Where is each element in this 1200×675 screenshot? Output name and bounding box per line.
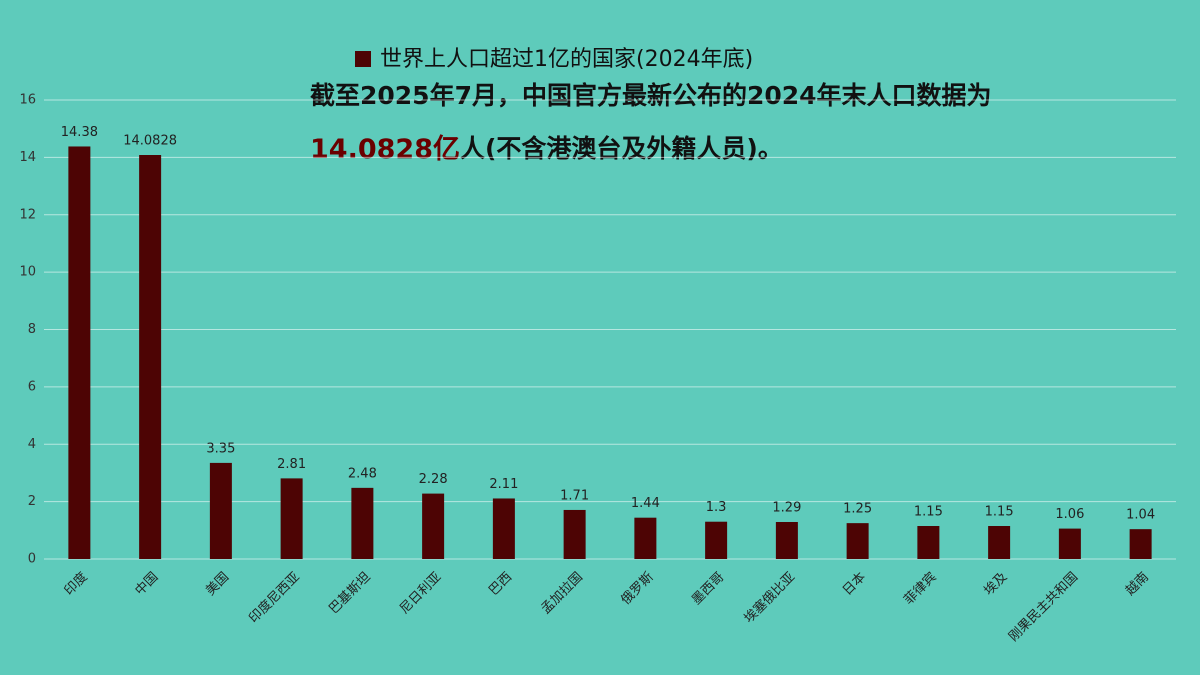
bar — [209, 462, 232, 559]
bar — [917, 526, 940, 559]
annotation: 截至2025年7月，中国官方最新公布的2024年末人口数据为 — [310, 81, 992, 110]
annotation: 人(不含港澳台及外籍人员)。 — [460, 134, 783, 163]
bar — [351, 487, 374, 559]
y-tick-label: 2 — [28, 494, 36, 509]
bar — [492, 498, 515, 559]
value-label: 2.81 — [277, 457, 306, 472]
value-label: 1.25 — [843, 502, 872, 517]
bar — [846, 523, 869, 559]
value-label: 1.29 — [772, 500, 801, 515]
annotation: 14.0828亿人(不含港澳台及外籍人员)。 — [310, 134, 783, 165]
value-label: 2.48 — [348, 466, 377, 481]
value-label: 1.71 — [560, 488, 589, 503]
bar — [1058, 528, 1081, 559]
value-label: 14.38 — [61, 125, 98, 140]
y-tick-label: 12 — [19, 207, 36, 222]
value-label: 3.35 — [206, 441, 235, 456]
value-label: 2.28 — [419, 472, 448, 487]
value-label: 14.0828 — [123, 133, 177, 148]
legend-label: 世界上人口超过1亿的国家(2024年底) — [380, 47, 753, 72]
bar — [634, 517, 657, 559]
legend-swatch — [355, 51, 371, 67]
bar — [68, 146, 91, 559]
value-label: 1.44 — [631, 496, 660, 511]
value-label: 1.15 — [985, 505, 1014, 520]
annotation-highlight: 14.0828亿 — [310, 134, 460, 165]
y-tick-label: 0 — [28, 552, 36, 567]
bar — [1129, 529, 1152, 559]
bar — [280, 478, 303, 559]
bar — [139, 154, 162, 559]
y-tick-label: 8 — [28, 322, 36, 337]
bar — [988, 526, 1011, 559]
value-label: 2.11 — [489, 477, 518, 492]
y-tick-label: 10 — [19, 265, 36, 280]
value-label: 1.06 — [1055, 507, 1084, 522]
bar — [705, 521, 728, 559]
bar — [563, 509, 586, 559]
value-label: 1.3 — [706, 500, 727, 515]
y-tick-label: 16 — [19, 93, 36, 108]
y-tick-label: 14 — [19, 150, 36, 165]
value-label: 1.15 — [914, 505, 943, 520]
value-label: 1.04 — [1126, 508, 1155, 523]
bar — [775, 521, 798, 559]
y-tick-label: 6 — [28, 379, 36, 394]
bar — [422, 493, 445, 559]
y-tick-label: 4 — [28, 437, 36, 452]
